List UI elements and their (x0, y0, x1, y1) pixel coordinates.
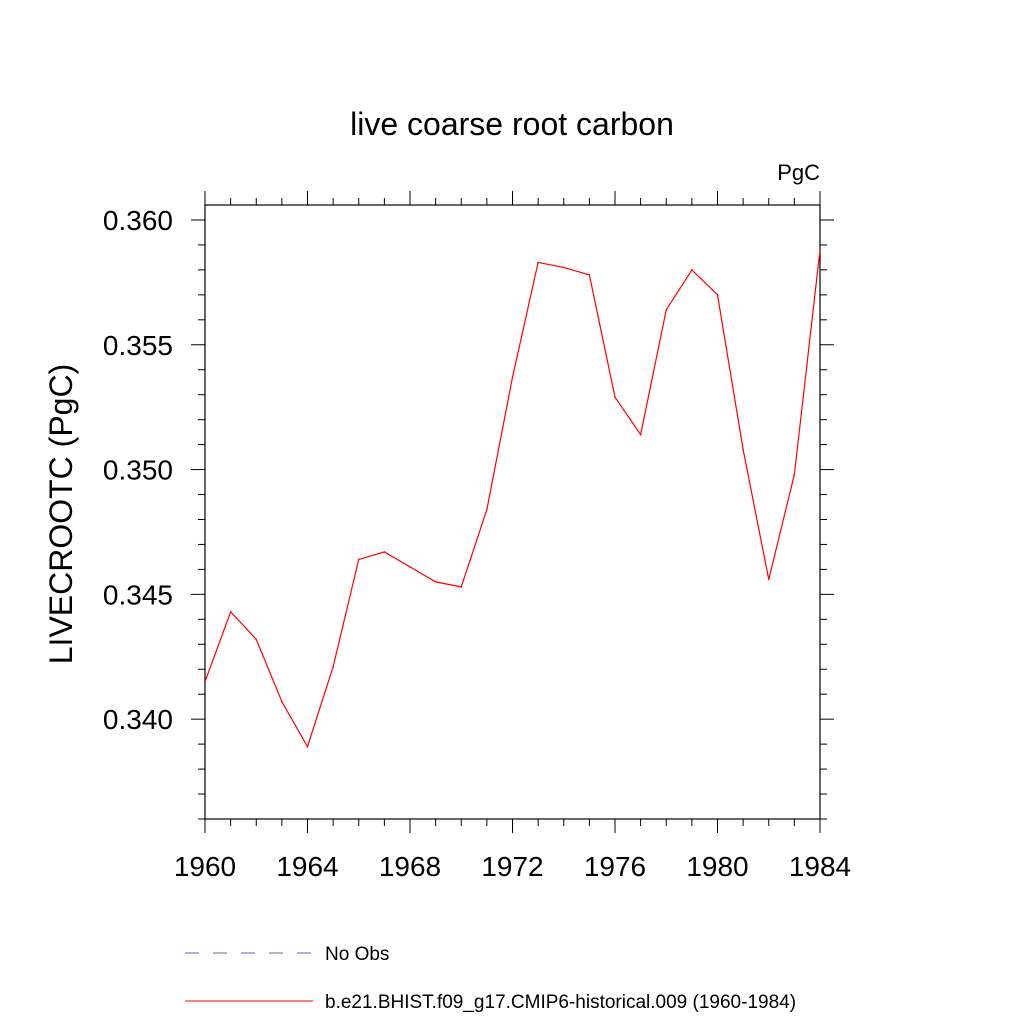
y-tick-label: 0.355 (103, 330, 173, 361)
data-point (614, 396, 616, 398)
x-tick-label: 1960 (174, 851, 236, 882)
data-point (767, 578, 770, 581)
data-point (537, 261, 539, 264)
data-point (665, 309, 668, 311)
data-point (716, 294, 719, 296)
data-point (639, 433, 642, 436)
x-tick-label: 1964 (276, 851, 338, 882)
data-point (588, 274, 591, 276)
data-point (819, 249, 821, 251)
data-point (460, 586, 463, 588)
y-axis: 0.340 0.345 0.350 0.355 0.360 (103, 205, 834, 820)
y-tick-label: 0.340 (103, 704, 173, 735)
data-point (281, 700, 283, 703)
y-tick-label: 0.350 (103, 455, 173, 486)
data-point (332, 665, 334, 668)
data-point (742, 448, 744, 451)
data-point (409, 566, 411, 568)
data-point (562, 266, 565, 269)
y-axis-label: LIVECROOTC (PgC) (43, 364, 79, 664)
data-point (357, 558, 360, 561)
x-axis: 1960 1964 1968 1972 1976 1980 1984 (174, 191, 851, 882)
legend-label: b.e21.BHIST.f09_g17.CMIP6-historical.009… (325, 992, 796, 1013)
x-tick-label: 1968 (379, 851, 441, 882)
data-point (204, 680, 206, 683)
data-point (383, 551, 386, 553)
data-point (486, 508, 488, 511)
data-point (691, 269, 693, 271)
series-layer (204, 249, 821, 749)
y-tick-label: 0.360 (103, 205, 173, 236)
x-tick-label: 1976 (584, 851, 646, 882)
data-point (434, 581, 437, 583)
y-tick-label: 0.345 (103, 579, 173, 610)
data-point (511, 376, 514, 379)
legend-label: No Obs (325, 944, 389, 965)
data-point (229, 611, 232, 613)
x-tick-label: 1980 (686, 851, 748, 882)
chart-title: live coarse root carbon (350, 106, 674, 142)
x-tick-label: 1984 (789, 851, 851, 882)
plot-frame (204, 204, 821, 820)
units-label: PgC (777, 160, 820, 185)
series-line (204, 249, 821, 749)
data-point (793, 473, 796, 476)
legend: No Obs b.e21.BHIST.f09_g17.CMIP6-historic… (185, 944, 796, 1013)
data-point (306, 745, 309, 748)
x-tick-label: 1972 (481, 851, 543, 882)
data-point (255, 638, 258, 641)
